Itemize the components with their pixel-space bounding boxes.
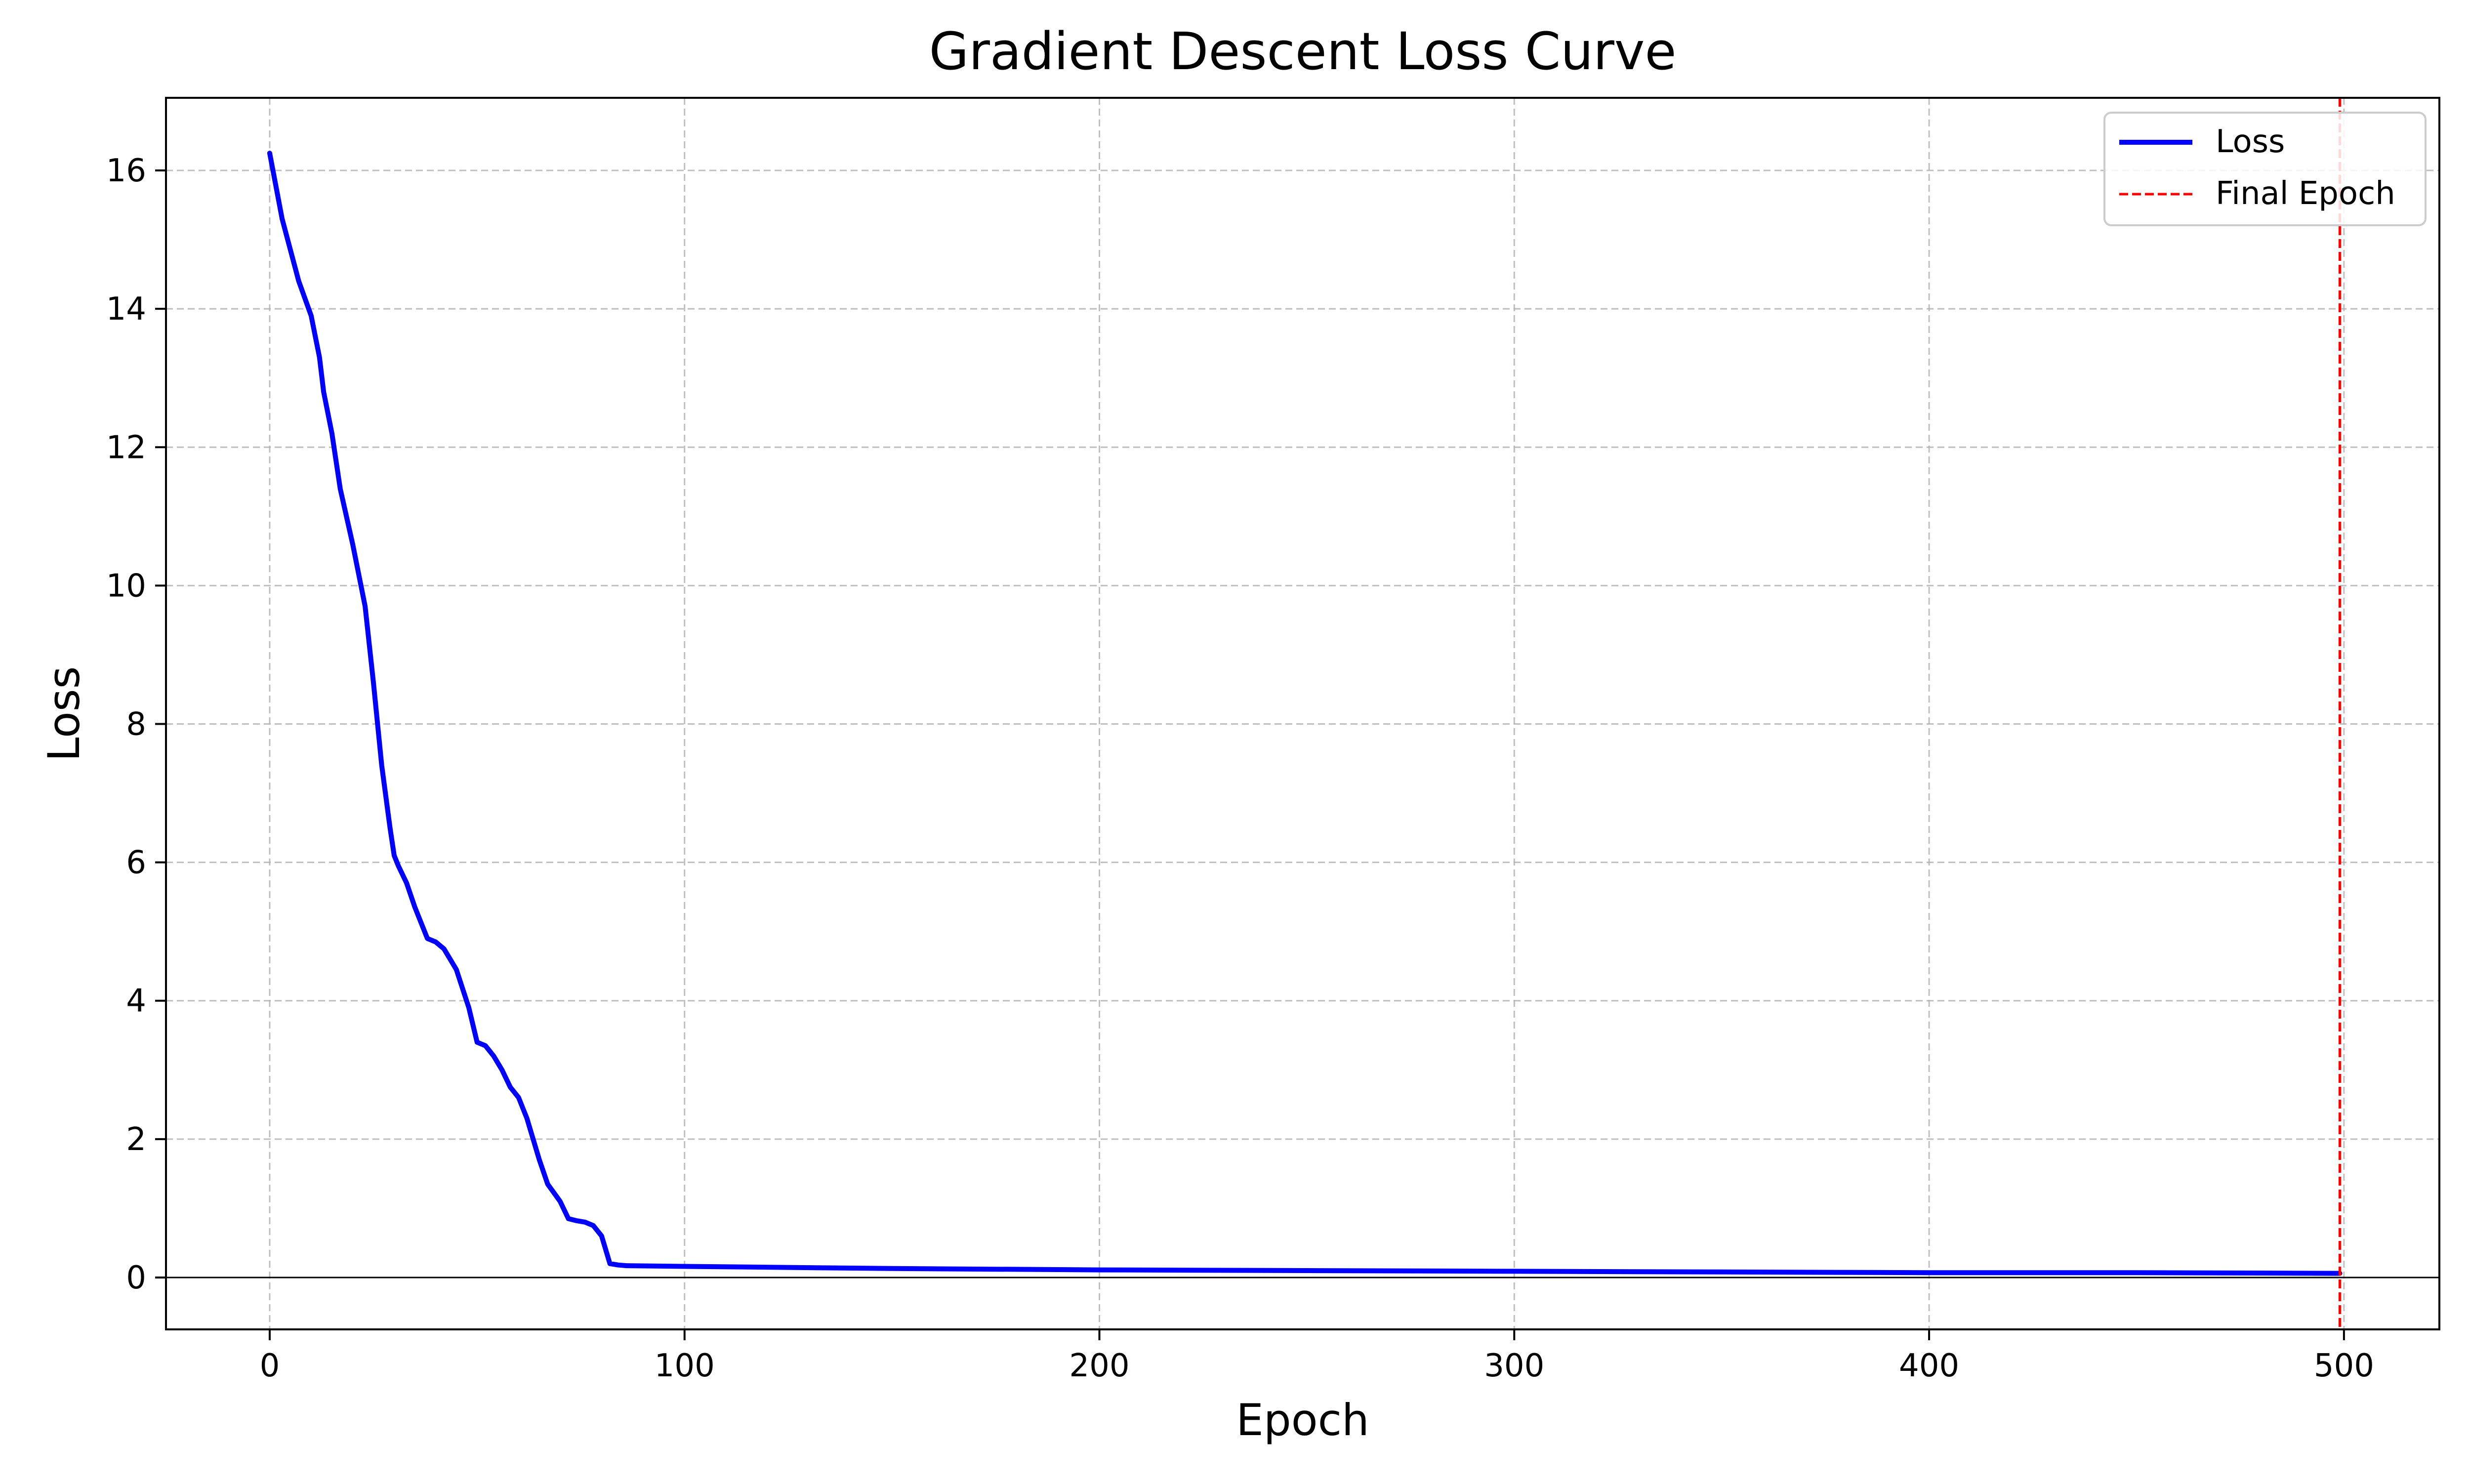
y-axis-ticks: 0 2 4 6 8 10 12 14 16 (106, 153, 166, 1296)
y-axis-label: Loss (39, 666, 89, 761)
legend-loss-label: Loss (2216, 124, 2285, 160)
x-axis-ticks: 0 100 200 300 400 500 (260, 1329, 2374, 1384)
y-tick-label: 14 (106, 291, 146, 328)
legend: Loss Final Epoch (2103, 112, 2427, 226)
y-tick-label: 2 (126, 1121, 146, 1158)
x-axis-label: Epoch (1236, 1395, 1369, 1445)
y-tick-label: 10 (106, 568, 146, 604)
y-tick-label: 8 (126, 706, 146, 743)
y-tick-label: 6 (126, 845, 146, 881)
chart-title: Gradient Descent Loss Curve (929, 21, 1677, 82)
series-layer (267, 98, 2343, 1329)
x-tick-label: 0 (260, 1348, 280, 1384)
x-tick-label: 100 (655, 1348, 715, 1384)
x-tick-label: 400 (1899, 1348, 1959, 1384)
plot-frame (165, 97, 2440, 1330)
x-tick-label: 500 (2314, 1348, 2374, 1384)
y-tick-label: 16 (106, 153, 146, 189)
y-tick-label: 12 (106, 429, 146, 466)
y-tick-label: 4 (126, 983, 146, 1020)
y-tick-label: 0 (126, 1260, 146, 1296)
x-tick-label: 200 (1069, 1348, 1129, 1384)
legend-final-epoch-label: Final Epoch (2216, 175, 2395, 212)
loss-series-line (267, 151, 2343, 1276)
x-tick-label: 300 (1484, 1348, 1544, 1384)
